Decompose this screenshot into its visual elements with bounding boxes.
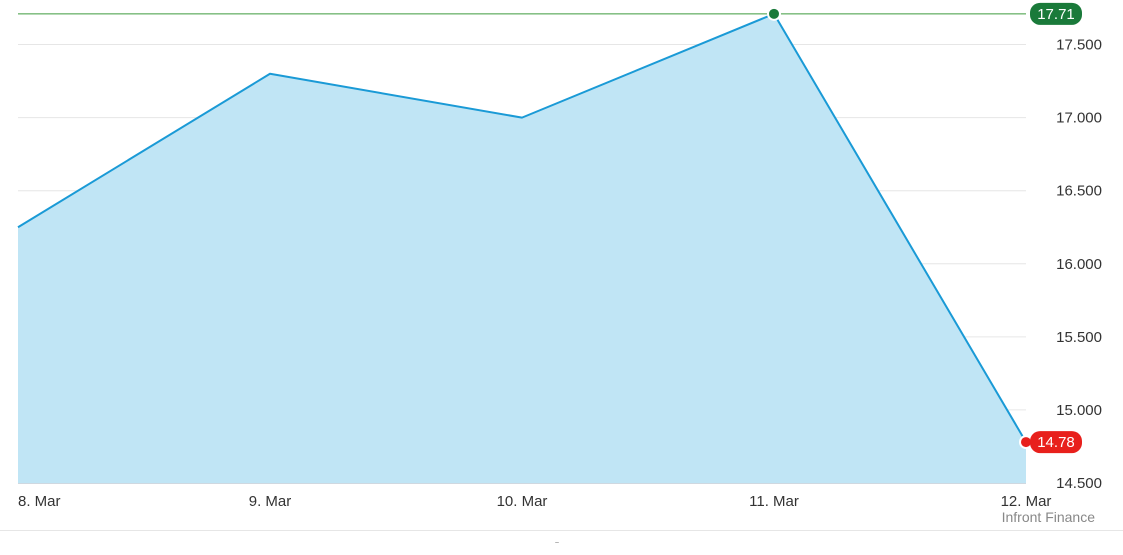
y-tick-label: 15.000 xyxy=(1056,402,1102,419)
x-tick-label: 12. Mar xyxy=(1001,493,1052,510)
y-tick-label: 17.000 xyxy=(1056,110,1102,127)
y-tick-label: 17.500 xyxy=(1056,37,1102,54)
y-tick-label: 16.500 xyxy=(1056,183,1102,200)
price-chart: 14.500 15.000 15.500 16.000 16.500 17.000 17.5… xyxy=(17,2,1102,510)
price-series-line xyxy=(17,12,1027,443)
x-tick-label: 9. Mar xyxy=(249,493,292,510)
y-axis-tick-labels: 14.500 15.000 15.500 16.000 16.500 17.000 17.5… xyxy=(1056,37,1102,492)
footer-divider xyxy=(0,530,1123,531)
low-value-badge-label: 14.78 xyxy=(1037,434,1075,451)
price-area-fill xyxy=(18,13,1026,483)
low-value-badge-bg xyxy=(1030,431,1082,454)
high-value-badge-label: 17.71 xyxy=(1037,6,1075,23)
high-point-marker xyxy=(767,6,781,21)
extreme-markers xyxy=(767,6,1033,450)
y-tick-label: 14.500 xyxy=(1056,475,1102,492)
x-tick-label: 8. Mar xyxy=(18,493,61,510)
chart-credit: Infront Finance xyxy=(1001,509,1095,525)
high-value-badge-bg xyxy=(1030,2,1082,25)
y-tick-label: 16.000 xyxy=(1056,256,1102,273)
x-axis-tick-labels: 8. Mar 9. Mar 10. Mar 11. Mar 12. Mar xyxy=(18,493,1051,510)
y-tick-label: 15.500 xyxy=(1056,329,1102,346)
x-tick-label: 11. Mar xyxy=(749,493,799,510)
x-tick-label: 10. Mar xyxy=(497,493,548,510)
value-badges: 17.71 14.78 xyxy=(1030,2,1082,454)
